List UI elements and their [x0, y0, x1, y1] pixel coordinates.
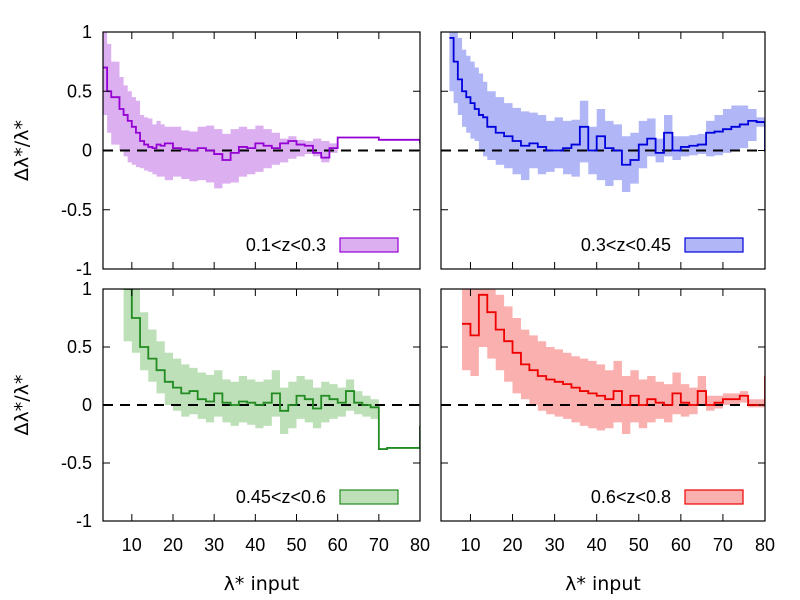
- series-line: [449, 37, 765, 166]
- x-tick-label: 80: [755, 535, 775, 555]
- plot-area: [103, 32, 420, 189]
- x-tick-label: 40: [245, 535, 265, 555]
- uncertainty-band: [462, 289, 765, 434]
- legend: 0.3<z<0.45: [581, 235, 744, 255]
- legend-label: 0.1<z<0.3: [246, 235, 326, 255]
- x-tick-label: 70: [369, 535, 389, 555]
- x-tick-label: 30: [204, 535, 224, 555]
- x-axis-label: λ* input: [565, 573, 641, 595]
- legend-label: 0.3<z<0.45: [581, 235, 671, 255]
- legend-swatch: [684, 489, 744, 505]
- x-tick-label: 50: [629, 535, 649, 555]
- x-tick-label: 30: [545, 535, 565, 555]
- legend-swatch: [684, 237, 744, 253]
- legend: 0.45<z<0.6: [236, 487, 399, 507]
- series-line: [103, 66, 420, 161]
- uncertainty-band: [449, 32, 765, 192]
- legend-label: 0.6<z<0.8: [591, 487, 671, 507]
- x-tick-label: 50: [286, 535, 306, 555]
- y-tick-label: 1: [82, 22, 92, 42]
- plot-area: [441, 289, 765, 434]
- y-tick-label: 1: [82, 279, 92, 299]
- legend: 0.1<z<0.3: [246, 235, 399, 255]
- x-tick-label: 70: [713, 535, 733, 555]
- y-tick-label: -0.5: [61, 453, 92, 473]
- legend-swatch: [339, 489, 399, 505]
- x-tick-label: 20: [503, 535, 523, 555]
- x-tick-label: 10: [122, 535, 142, 555]
- x-tick-label: 80: [410, 535, 430, 555]
- plot-area: [103, 289, 420, 450]
- series-line: [123, 289, 420, 450]
- legend-label: 0.45<z<0.6: [236, 487, 326, 507]
- y-axis-label: Δλ*/λ*: [11, 375, 33, 436]
- legend-swatch: [339, 237, 399, 253]
- y-tick-label: -1: [76, 511, 92, 531]
- panel-top-left: -1 -0.5 0 0.5 1 Δλ*/λ* 0.1<z<0.3: [11, 22, 421, 279]
- uncertainty-band: [103, 32, 420, 189]
- x-axis-label: λ* input: [224, 573, 300, 595]
- y-tick-label: -0.5: [61, 200, 92, 220]
- plot-area: [441, 32, 765, 192]
- series-line: [462, 293, 765, 406]
- uncertainty-band: [123, 289, 420, 450]
- panel-bottom-right: 10 20 30 40 50 60 70 80 λ* input 0.6<z<0.8: [440, 288, 775, 595]
- x-tick-label: 20: [163, 535, 183, 555]
- x-tick-label: 60: [671, 535, 691, 555]
- panel-top-right: 0.3<z<0.45: [440, 31, 766, 270]
- x-tick-label: 60: [328, 535, 348, 555]
- y-tick-label: 0.5: [67, 337, 92, 357]
- y-tick-label: -1: [76, 259, 92, 279]
- y-axis-label: Δλ*/λ*: [11, 120, 33, 181]
- panel-bottom-left: -1 -0.5 0 0.5 1 10 20 30 40 50 60 70 80 Δλ*/λ* λ* inpu…: [11, 279, 430, 595]
- y-tick-label: 0: [82, 395, 92, 415]
- legend: 0.6<z<0.8: [591, 487, 744, 507]
- y-tick-label: 0.5: [67, 81, 92, 101]
- y-tick-label: 0: [82, 141, 92, 161]
- x-tick-label: 10: [460, 535, 480, 555]
- x-tick-label: 40: [587, 535, 607, 555]
